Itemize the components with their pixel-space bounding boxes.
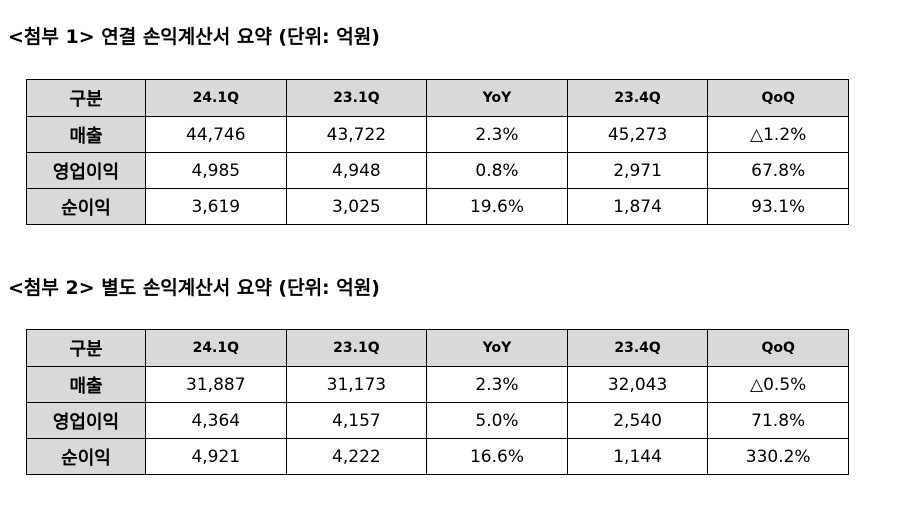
column-header: QoQ (707, 79, 849, 117)
table-cell: △0.5% (707, 366, 849, 403)
table-row: 순이익 3,619 3,025 19.6% 1,874 93.1% (26, 188, 849, 225)
column-header: 구분 (26, 329, 146, 367)
table-cell: 71.8% (707, 402, 849, 439)
table-cell: 4,222 (285, 438, 428, 475)
table-cell: 4,921 (145, 438, 287, 475)
consolidated-income-statement-title: <첨부 1> 연결 손익계산서 요약 (단위: 억원) (8, 26, 380, 48)
table-cell: 19.6% (426, 188, 568, 225)
column-header: 23.1Q (285, 329, 428, 367)
table-cell: 16.6% (426, 438, 568, 475)
table-cell: 4,948 (285, 152, 428, 189)
table-cell: 44,746 (145, 116, 287, 153)
separate-income-statement-table: 구분 24.1Q 23.1Q YoY 23.4Q QoQ 매출 31,887 3… (26, 329, 849, 475)
column-header: 24.1Q (145, 79, 287, 117)
column-header: 23.1Q (285, 79, 428, 117)
row-label: 매출 (26, 116, 146, 153)
table-cell: 4,364 (145, 402, 287, 439)
table-cell: 2,540 (566, 402, 709, 439)
column-header: YoY (426, 79, 568, 117)
table-header-row: 구분 24.1Q 23.1Q YoY 23.4Q QoQ (26, 79, 849, 117)
table-cell: 330.2% (707, 438, 849, 475)
table-cell: 3,619 (145, 188, 287, 225)
row-label: 영업이익 (26, 402, 146, 439)
table-row: 매출 31,887 31,173 2.3% 32,043 △0.5% (26, 366, 849, 403)
table-cell: 93.1% (707, 188, 849, 225)
table-header-row: 구분 24.1Q 23.1Q YoY 23.4Q QoQ (26, 329, 849, 367)
column-header: YoY (426, 329, 568, 367)
row-label: 순이익 (26, 438, 146, 475)
table-cell: △1.2% (707, 116, 849, 153)
table-cell: 31,173 (285, 366, 428, 403)
table-cell: 0.8% (426, 152, 568, 189)
table-cell: 1,874 (566, 188, 709, 225)
separate-income-statement-title: <첨부 2> 별도 손익계산서 요약 (단위: 억원) (8, 277, 380, 299)
column-header: QoQ (707, 329, 849, 367)
table-cell: 3,025 (285, 188, 428, 225)
table-cell: 31,887 (145, 366, 287, 403)
table-row: 매출 44,746 43,722 2.3% 45,273 △1.2% (26, 116, 849, 153)
table-cell: 67.8% (707, 152, 849, 189)
column-header: 23.4Q (566, 79, 709, 117)
column-header: 23.4Q (566, 329, 709, 367)
row-label: 순이익 (26, 188, 146, 225)
row-label: 영업이익 (26, 152, 146, 189)
table-cell: 2,971 (566, 152, 709, 189)
table-row: 영업이익 4,364 4,157 5.0% 2,540 71.8% (26, 402, 849, 439)
table-cell: 43,722 (285, 116, 428, 153)
table-cell: 2.3% (426, 116, 568, 153)
table-cell: 2.3% (426, 366, 568, 403)
table-row: 영업이익 4,985 4,948 0.8% 2,971 67.8% (26, 152, 849, 189)
table-cell: 32,043 (566, 366, 709, 403)
table-cell: 4,157 (285, 402, 428, 439)
table-cell: 45,273 (566, 116, 709, 153)
table-cell: 1,144 (566, 438, 709, 475)
row-label: 매출 (26, 366, 146, 403)
consolidated-income-statement-table: 구분 24.1Q 23.1Q YoY 23.4Q QoQ 매출 44,746 4… (26, 79, 849, 225)
table-row: 순이익 4,921 4,222 16.6% 1,144 330.2% (26, 438, 849, 475)
column-header: 구분 (26, 79, 146, 117)
table-cell: 5.0% (426, 402, 568, 439)
table-cell: 4,985 (145, 152, 287, 189)
column-header: 24.1Q (145, 329, 287, 367)
